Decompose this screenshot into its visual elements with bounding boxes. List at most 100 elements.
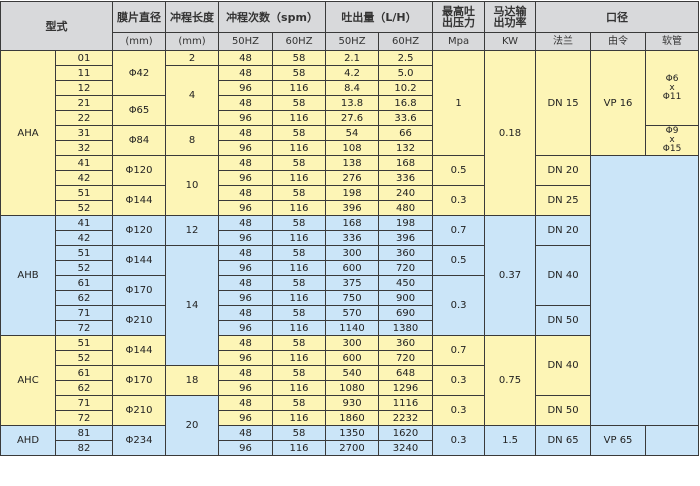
cell-model: 51 — [55, 335, 113, 351]
cell-spm60: 58 — [271, 215, 327, 231]
cell-spm60: 58 — [271, 275, 327, 291]
unit-stroke-length: (mm) — [165, 32, 219, 51]
cell-spm60: 58 — [271, 425, 327, 441]
cell-lh50: 930 — [325, 395, 380, 411]
cell-mpa: 0.3 — [432, 425, 486, 456]
cell-lh50: 276 — [325, 170, 380, 186]
cell-dia: Φ170 — [112, 365, 166, 396]
header-type: 型式 — [0, 1, 113, 51]
header-stroke-length: 冲程长度 — [165, 1, 219, 33]
cell-union: VP 65 — [590, 425, 647, 456]
cell-spm60: 58 — [271, 335, 327, 351]
cell-spm50: 48 — [218, 155, 273, 171]
cell-lh60: 168 — [378, 155, 434, 171]
cell-stroke: 18 — [165, 365, 219, 396]
cell-spm50: 48 — [218, 395, 273, 411]
unit-union: 由令 — [590, 32, 647, 51]
cell-flange: DN 50 — [535, 305, 592, 336]
cell-model: 41 — [55, 215, 113, 231]
cell-lh60: 336 — [378, 170, 434, 186]
cell-spm50: 48 — [218, 425, 273, 441]
cell-stroke: 2 — [165, 50, 219, 66]
cell-spm60: 116 — [271, 440, 327, 456]
cell-spm50: 48 — [218, 365, 273, 381]
cell-stroke: 10 — [165, 155, 219, 216]
cell-lh60: 240 — [378, 185, 434, 201]
cell-spm60: 58 — [271, 245, 327, 261]
cell-lh60: 1380 — [378, 320, 434, 336]
table-row: 52 96 116 600 720 — [1, 260, 699, 276]
cell-model: 71 — [55, 305, 113, 321]
cell-lh60: 450 — [378, 275, 434, 291]
cell-dia: Φ42 — [112, 50, 166, 96]
cell-lh60: 720 — [378, 350, 434, 366]
cell-lh60: 480 — [378, 200, 434, 216]
cell-dia: Φ120 — [112, 215, 166, 246]
cell-model: 82 — [55, 440, 113, 456]
cell-type: AHD — [0, 425, 56, 456]
cell-lh60: 1116 — [378, 395, 434, 411]
cell-type: AHC — [0, 335, 56, 426]
cell-spm60: 58 — [271, 395, 327, 411]
cell-stroke: 14 — [165, 245, 219, 366]
cell-model: 12 — [55, 80, 113, 96]
cell-spm50: 48 — [218, 65, 273, 81]
cell-model: 62 — [55, 290, 113, 306]
cell-stroke: 12 — [165, 215, 219, 246]
unit-diaphragm: (mm) — [112, 32, 166, 51]
table-row: 62 96 116 1080 1296 — [1, 380, 699, 396]
cell-model: 21 — [55, 95, 113, 111]
cell-lh50: 300 — [325, 335, 380, 351]
cell-model: 22 — [55, 110, 113, 126]
cell-flange: DN 25 — [535, 185, 592, 216]
cell-model: 52 — [55, 200, 113, 216]
cell-model: 62 — [55, 380, 113, 396]
cell-spm50: 48 — [218, 335, 273, 351]
cell-spm50: 96 — [218, 290, 273, 306]
unit-spm-50hz: 50HZ — [218, 32, 273, 51]
cell-lh60: 10.2 — [378, 80, 434, 96]
table-row: 62 96 116 750 900 — [1, 290, 699, 306]
cell-lh60: 360 — [378, 335, 434, 351]
table-row: 32 96 116 108 132 — [1, 140, 699, 156]
table-row: 42 96 116 336 396 — [1, 230, 699, 246]
cell-spm50: 96 — [218, 320, 273, 336]
cell-lh50: 2.1 — [325, 50, 380, 66]
cell-spm60: 116 — [271, 260, 327, 276]
header-spm: 冲程次数（spm） — [217, 1, 327, 33]
cell-flange: DN 40 — [535, 335, 592, 396]
cell-lh60: 132 — [378, 140, 434, 156]
cell-lh60: 16.8 — [378, 95, 434, 111]
cell-hose: Φ6 x Φ11 — [645, 50, 700, 126]
cell-lh50: 1080 — [325, 380, 380, 396]
table-row: 12 96 116 8.4 10.2 — [1, 80, 699, 96]
cell-lh50: 375 — [325, 275, 380, 291]
cell-lh50: 4.2 — [325, 65, 380, 81]
unit-flow-50hz: 50HZ — [325, 32, 380, 51]
cell-model: 51 — [55, 245, 113, 261]
cell-lh50: 570 — [325, 305, 380, 321]
cell-spm60: 116 — [271, 170, 327, 186]
unit-spm-60hz: 60HZ — [271, 32, 327, 51]
cell-spm50: 48 — [218, 245, 273, 261]
cell-lh50: 2700 — [325, 440, 380, 456]
cell-spm50: 96 — [218, 440, 273, 456]
cell-spm60: 58 — [271, 125, 327, 141]
cell-lh50: 8.4 — [325, 80, 380, 96]
cell-dia: Φ65 — [112, 95, 166, 126]
cell-model: 72 — [55, 410, 113, 426]
cell-flange: DN 50 — [535, 395, 592, 426]
cell-spm60: 116 — [271, 410, 327, 426]
cell-lh60: 1296 — [378, 380, 434, 396]
cell-hose: Φ9 x Φ15 — [645, 125, 700, 156]
table-row: 22 96 116 27.6 33.6 — [1, 110, 699, 126]
cell-dia: Φ210 — [112, 305, 166, 336]
cell-dia: Φ210 — [112, 395, 166, 426]
table-row: 11 4 48 58 4.2 5.0 — [1, 65, 699, 126]
cell-hose — [645, 425, 700, 456]
table-row: AHB 41 Φ120 12 48 58 168 198 0.7 0.37 DN 20 — [0, 215, 699, 336]
cell-spm50: 96 — [218, 140, 273, 156]
cell-model: 61 — [55, 275, 113, 291]
cell-type: AHB — [0, 215, 56, 336]
cell-spm50: 96 — [218, 350, 273, 366]
